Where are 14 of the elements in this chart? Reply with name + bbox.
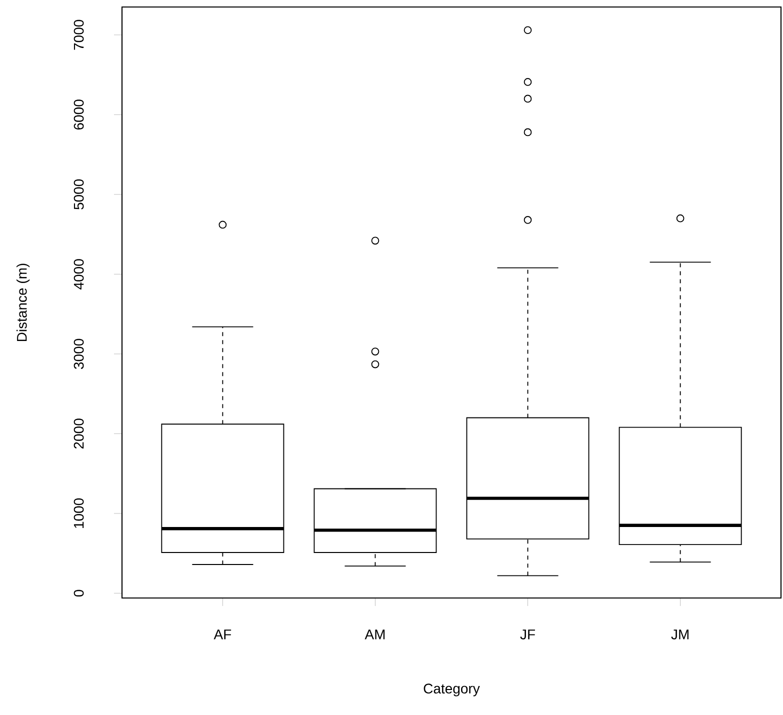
y-tick-label: 4000 [74,259,84,290]
y-tick-label: 7000 [74,20,84,50]
x-axis-title: Category [424,684,480,696]
x-tick-label: JM [671,630,688,640]
x-tick-label: AF [214,630,232,640]
y-axis-title: Distance (m) [16,264,30,342]
y-tick-label: 3000 [74,338,84,369]
y-tick-label: 6000 [74,100,84,130]
y-tick-label: 0 [74,590,84,597]
x-tick-label: JF [520,630,535,640]
x-tick-label: AM [364,630,385,640]
y-tick-label: 1000 [74,498,84,528]
y-tick-label: 5000 [74,179,84,210]
y-tick-label: 2000 [74,418,84,449]
